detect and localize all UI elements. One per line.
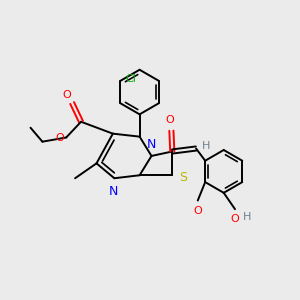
Text: O: O: [62, 90, 71, 100]
Text: N: N: [147, 138, 156, 151]
Text: Cl: Cl: [126, 74, 136, 84]
Text: N: N: [109, 185, 119, 198]
Text: O: O: [166, 115, 174, 125]
Text: O: O: [231, 214, 239, 224]
Text: H: H: [242, 212, 251, 222]
Text: O: O: [194, 206, 202, 216]
Text: H: H: [201, 141, 210, 151]
Text: S: S: [179, 171, 187, 184]
Text: O: O: [55, 133, 64, 142]
